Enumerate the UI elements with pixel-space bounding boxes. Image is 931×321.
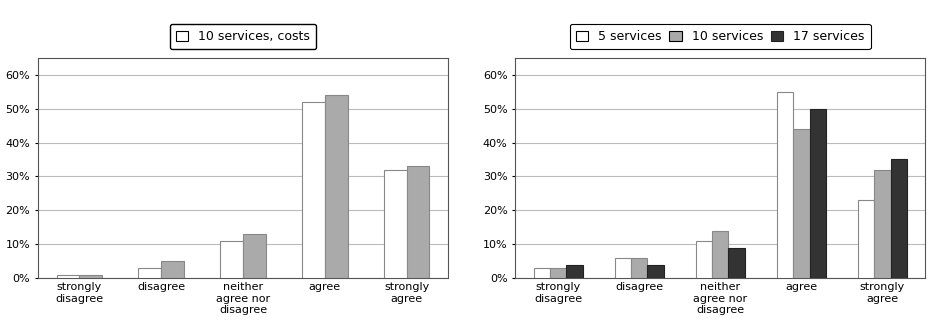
Bar	[874, 169, 891, 278]
Bar	[139, 268, 161, 278]
Bar	[696, 241, 712, 278]
Bar	[407, 166, 429, 278]
Bar	[302, 102, 325, 278]
Bar	[858, 200, 874, 278]
Bar	[325, 95, 347, 278]
Bar	[220, 241, 243, 278]
Bar	[384, 169, 407, 278]
Bar	[161, 261, 184, 278]
Bar	[891, 160, 907, 278]
Legend: 5 services, 10 services, 17 services: 5 services, 10 services, 17 services	[570, 24, 871, 49]
Bar	[631, 258, 647, 278]
Bar	[615, 258, 631, 278]
Bar	[79, 275, 102, 278]
Bar	[533, 268, 550, 278]
Bar	[793, 129, 810, 278]
Bar	[566, 265, 583, 278]
Bar	[810, 108, 826, 278]
Bar	[712, 230, 728, 278]
Bar	[728, 247, 745, 278]
Bar	[243, 234, 266, 278]
Bar	[777, 92, 793, 278]
Bar	[550, 268, 566, 278]
Legend: 10 services, costs: 10 services, costs	[169, 24, 317, 49]
Bar	[647, 265, 664, 278]
Bar	[57, 275, 79, 278]
